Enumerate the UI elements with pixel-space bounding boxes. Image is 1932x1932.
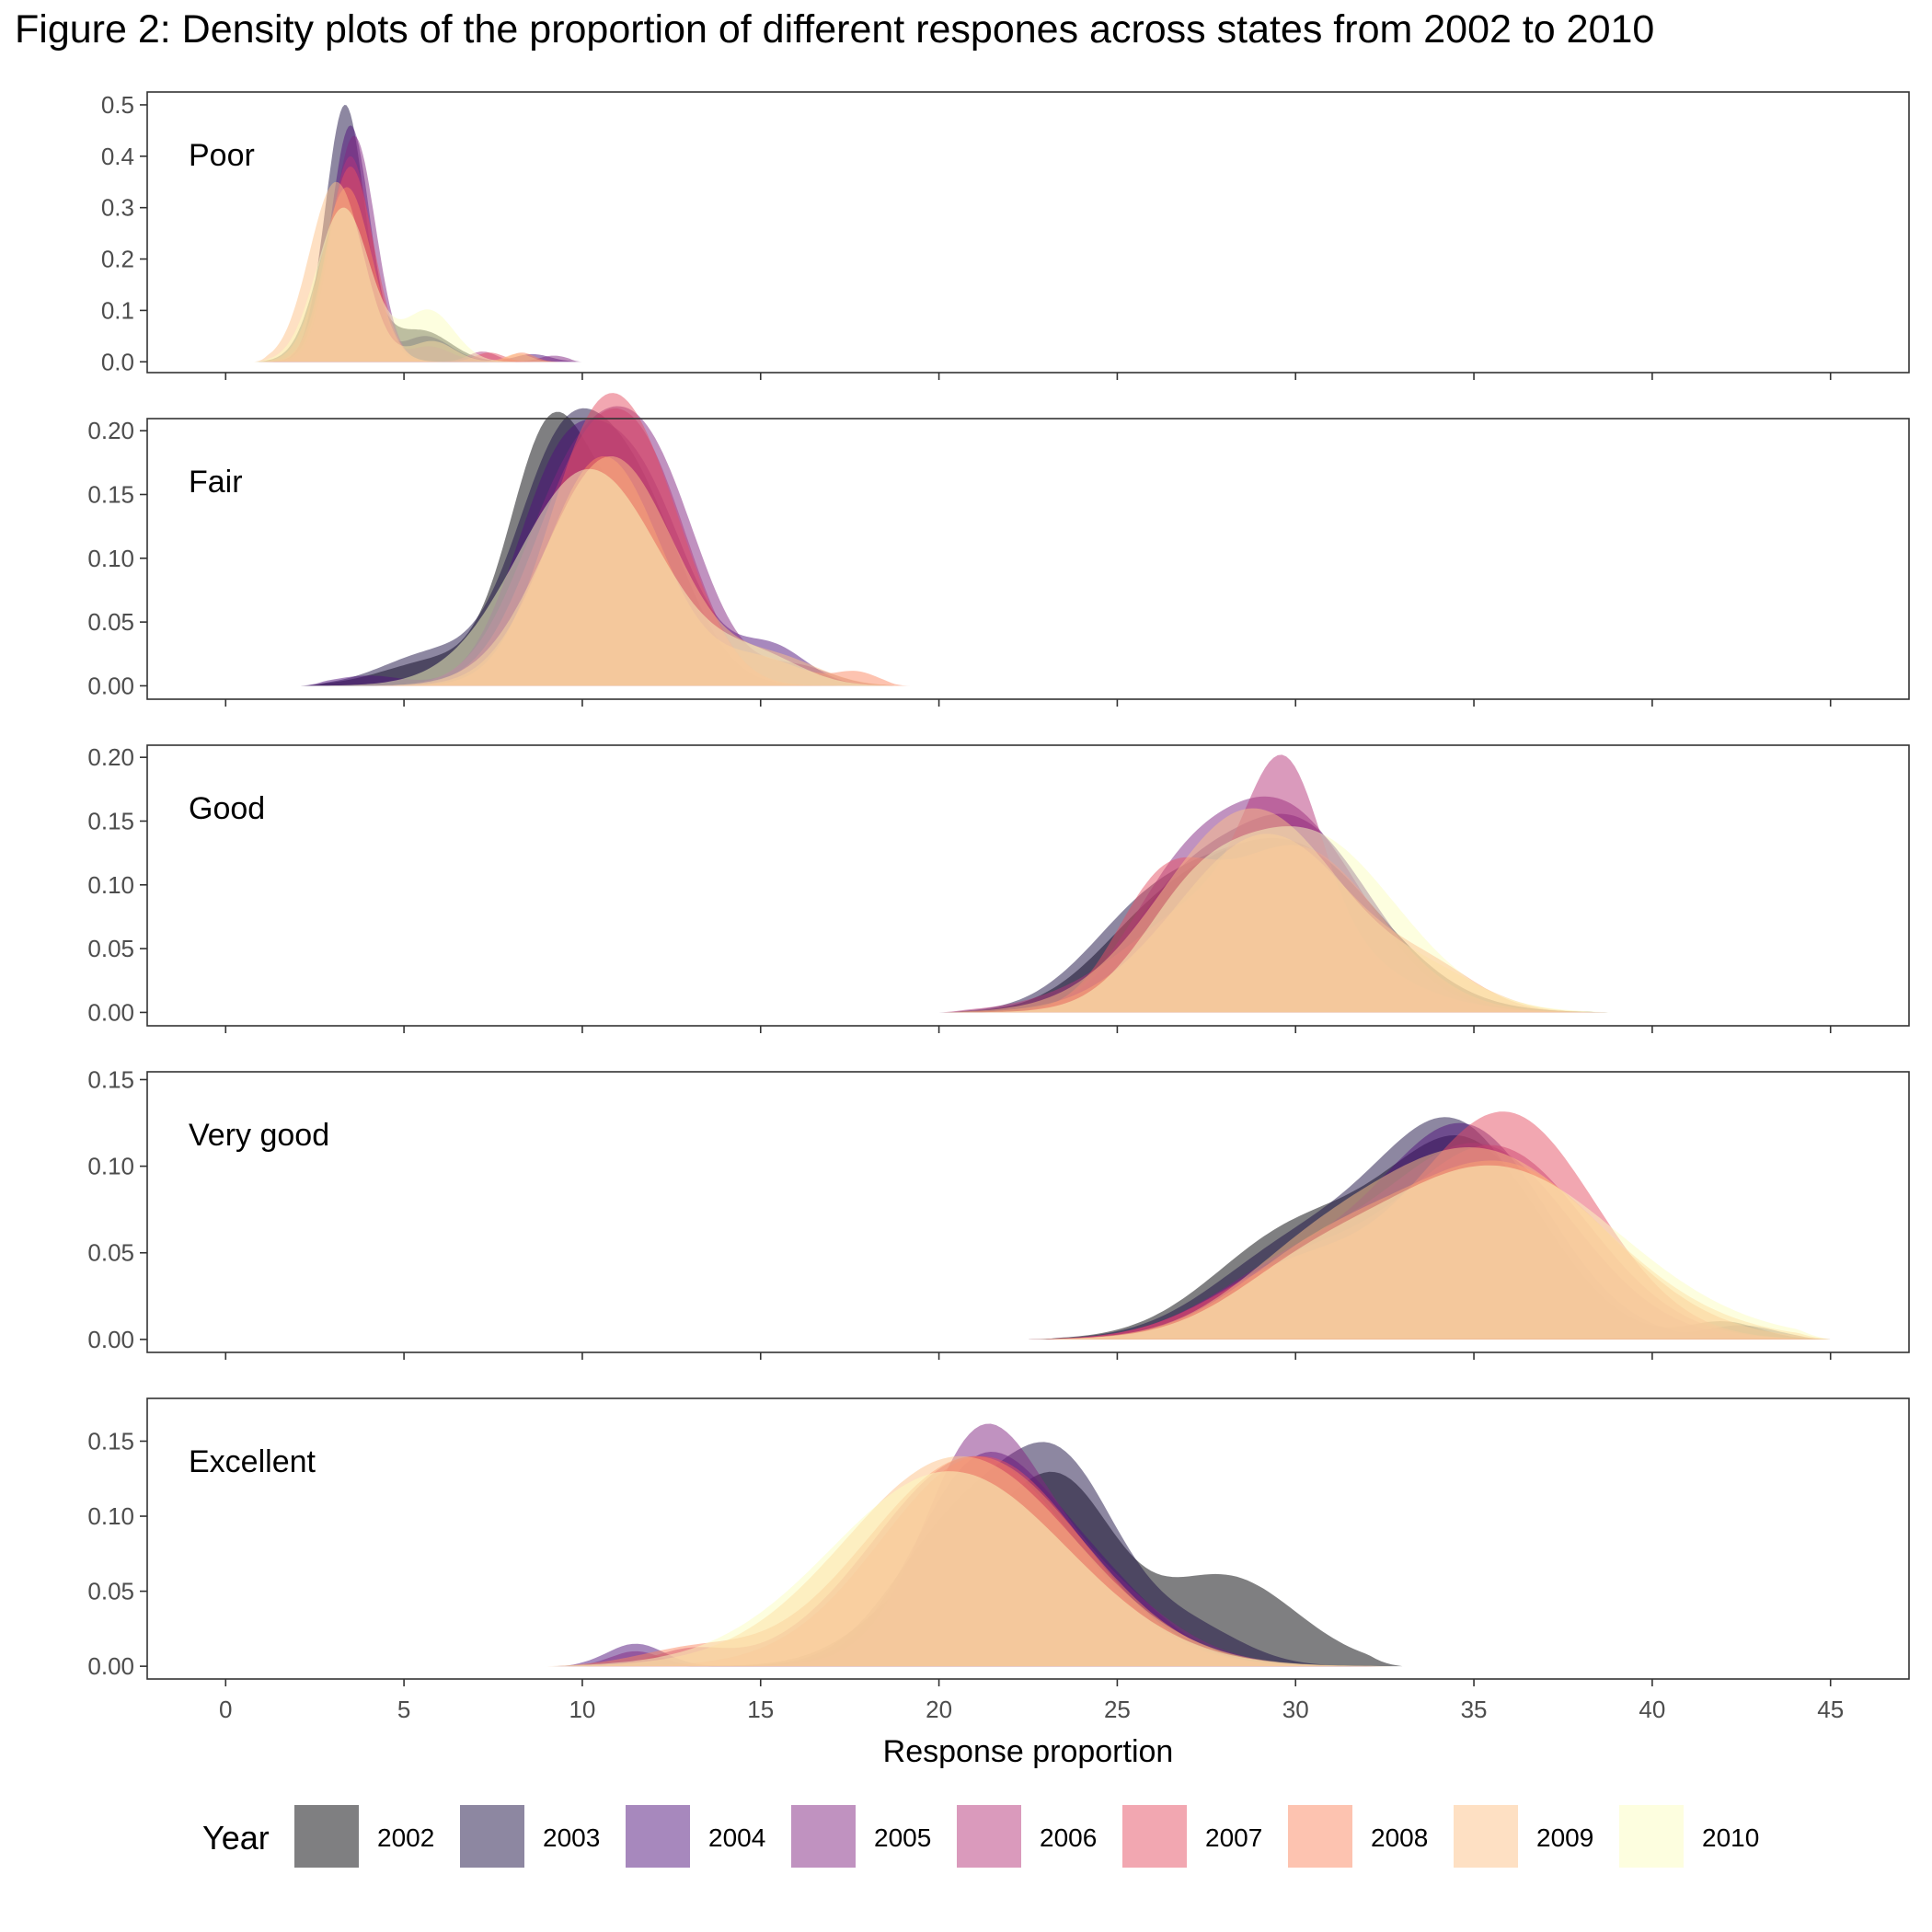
- legend-label: 2010: [1702, 1823, 1759, 1852]
- panel-label: Excellent: [189, 1444, 316, 1479]
- legend-item-2006: 2006: [957, 1805, 1097, 1868]
- panel-border: [146, 1071, 1910, 1353]
- y-tick-label: 0.15: [87, 480, 134, 508]
- panel-very-good: 0.00 0.05 0.10 0.15 Very good: [87, 1065, 1910, 1360]
- legend-label: 2003: [543, 1823, 600, 1852]
- x-tick-label: 20: [926, 1696, 952, 1723]
- legend-label: 2005: [874, 1823, 931, 1852]
- y-tick-label: 0.10: [87, 545, 134, 572]
- legend-swatch: [1122, 1805, 1187, 1868]
- legend-item-2002: 2002: [294, 1805, 434, 1868]
- y-tick-label: 0.00: [87, 998, 134, 1026]
- y-tick-label: 0.3: [101, 194, 134, 222]
- panel-border: [146, 1397, 1910, 1680]
- x-tick-label: 15: [747, 1696, 774, 1723]
- y-tick-label: 0.10: [87, 871, 134, 899]
- panel-border: [146, 744, 1910, 1027]
- legend-swatch: [1288, 1805, 1352, 1868]
- y-tick-label: 0.5: [101, 91, 134, 119]
- y-tick-label: 0.20: [87, 743, 134, 771]
- panel-fair: 0.00 0.05 0.10 0.15 0.20 Fair: [87, 393, 1910, 707]
- x-tick-label: 30: [1282, 1696, 1309, 1723]
- y-tick-label: 0.15: [87, 807, 134, 834]
- y-tick-label: 0.0: [101, 348, 134, 375]
- legend-item-2010: 2010: [1619, 1805, 1759, 1868]
- x-axis-title: Response proportion: [883, 1734, 1174, 1769]
- legend-label: 2002: [377, 1823, 434, 1852]
- panel-good: 0.00 0.05 0.10 0.15 0.20 Good: [87, 743, 1910, 1033]
- x-tick-label: 10: [569, 1696, 595, 1723]
- panel-poor: 0.0 0.1 0.2 0.3 0.4 0.5 Poor: [101, 91, 1910, 380]
- chart-title: Figure 2: Density plots of the proportio…: [15, 7, 1655, 52]
- legend-swatch: [1454, 1805, 1518, 1868]
- panel-label: Poor: [189, 138, 255, 173]
- density-area-2010: [546, 1471, 1403, 1667]
- y-tick-label: 0.05: [87, 935, 134, 962]
- legend-label: 2004: [708, 1823, 765, 1852]
- legend-swatch: [957, 1805, 1021, 1868]
- density-area-2010: [254, 207, 582, 362]
- y-tick-label: 0.15: [87, 1065, 134, 1093]
- density-area-2010: [1028, 1165, 1831, 1340]
- legend-item-2007: 2007: [1122, 1805, 1262, 1868]
- panel-label: Fair: [189, 465, 243, 500]
- y-tick-label: 0.10: [87, 1502, 134, 1530]
- legend-swatch: [294, 1805, 359, 1868]
- legend-item-2005: 2005: [791, 1805, 931, 1868]
- legend-label: 2009: [1536, 1823, 1593, 1852]
- panel-border: [146, 91, 1910, 374]
- y-tick-label: 0.4: [101, 143, 134, 170]
- y-tick-label: 0.00: [87, 1326, 134, 1353]
- y-tick-label: 0.1: [101, 296, 134, 324]
- x-tick-label: 0: [219, 1696, 232, 1723]
- x-tick-label: 5: [397, 1696, 410, 1723]
- y-tick-label: 0.15: [87, 1427, 134, 1455]
- legend-swatch: [626, 1805, 690, 1868]
- legend-swatch: [460, 1805, 524, 1868]
- x-tick-label: 45: [1817, 1696, 1844, 1723]
- legend-item-2003: 2003: [460, 1805, 600, 1868]
- panel-label: Good: [189, 791, 265, 826]
- panel-label: Very good: [189, 1118, 329, 1153]
- density-area-2010: [300, 468, 911, 686]
- y-tick-label: 0.00: [87, 672, 134, 699]
- legend-swatch: [791, 1805, 856, 1868]
- y-tick-label: 0.05: [87, 1239, 134, 1267]
- legend-label: 2006: [1040, 1823, 1097, 1852]
- legend-label: 2007: [1205, 1823, 1262, 1852]
- x-tick-label: 40: [1639, 1696, 1665, 1723]
- y-tick-label: 0.05: [87, 608, 134, 636]
- legend-swatch: [1619, 1805, 1684, 1868]
- legend-item-2008: 2008: [1288, 1805, 1428, 1868]
- y-tick-label: 0.10: [87, 1153, 134, 1180]
- panel-excellent: 0.00 0.05 0.10 0.15 Excellent: [87, 1397, 1910, 1686]
- x-tick-label: 35: [1461, 1696, 1488, 1723]
- legend-label: 2008: [1371, 1823, 1428, 1852]
- x-tick-label: 25: [1104, 1696, 1131, 1723]
- y-tick-label: 0.20: [87, 417, 134, 444]
- legend-title: Year: [202, 1819, 270, 1857]
- density-area-2010: [938, 826, 1617, 1013]
- legend-item-2004: 2004: [626, 1805, 765, 1868]
- y-tick-label: 0.2: [101, 246, 134, 273]
- legend-item-2009: 2009: [1454, 1805, 1593, 1868]
- y-tick-label: 0.00: [87, 1652, 134, 1680]
- y-tick-label: 0.05: [87, 1578, 134, 1605]
